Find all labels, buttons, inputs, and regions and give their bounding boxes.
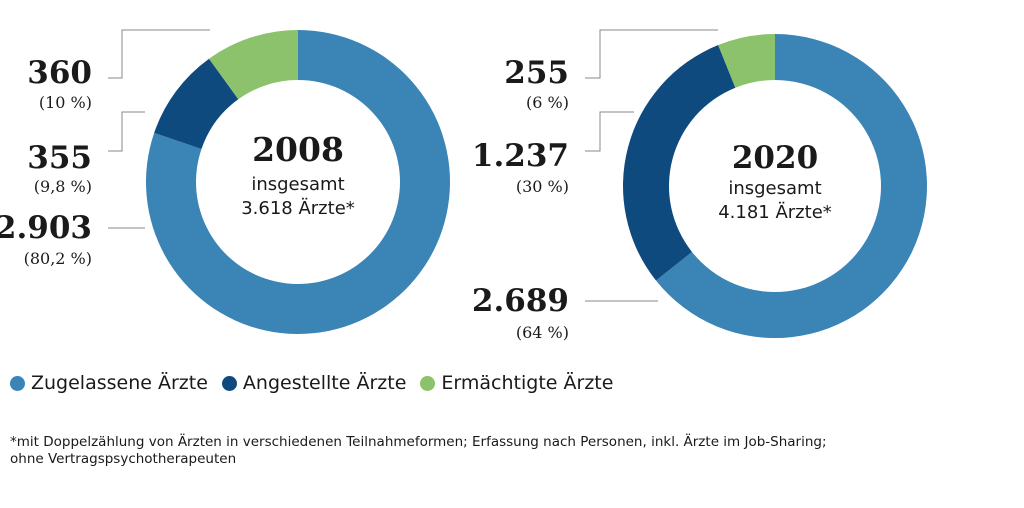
value-label-2008-ermaechtigte: 360: [27, 55, 92, 91]
footnote-line-2: ohne Vertragspsychotherapeuten: [10, 451, 237, 467]
pct-label-2008-angestellte: (9,8 %): [34, 177, 92, 196]
donut-2008-subtitle: insgesamt: [251, 174, 344, 195]
legend-dot-ermaechtigte: [420, 375, 436, 391]
donut-2020-year: 2020: [732, 140, 818, 176]
legend-label-angestellte: Angestellte Ärzte: [242, 372, 407, 394]
donut-segment-2008-ermaechtigte: [209, 30, 298, 100]
donut-charts: 2008 insgesamt 3.618 Ärzte* 360 (10 %) 3…: [0, 29, 927, 342]
pct-label-2008-zugelassene: (80,2 %): [24, 249, 92, 268]
footnote: *mit Doppelzählung von Ärzten in verschi…: [10, 434, 1014, 468]
legend-dot-zugelassene: [10, 375, 25, 391]
legend-label-zugelassene: Zugelassene Ärzte: [31, 372, 208, 394]
legend-item-angestellte: Angestellte Ärzte: [221, 372, 407, 394]
value-label-2020-zugelassene: 2.689: [472, 283, 569, 319]
donut-2020: 2020 insgesamt 4.181 Ärzte* 255 (6 %) 1.…: [472, 29, 927, 342]
value-label-2020-angestellte: 1.237: [472, 138, 569, 174]
donut-2008-year: 2008: [252, 130, 344, 169]
legend-item-zugelassene: Zugelassene Ärzte: [10, 372, 208, 394]
donut-2008-total: 3.618 Ärzte*: [241, 198, 355, 219]
donut-2008-segments: [146, 30, 451, 334]
donut-segment-2008-angestellte: [154, 58, 239, 150]
leader-line-2008-ermaechtigte: [108, 29, 210, 79]
value-label-2020-ermaechtigte: 255: [504, 55, 569, 91]
footnote-line-1: *mit Doppelzählung von Ärzten in verschi…: [10, 434, 827, 450]
pct-label-2020-zugelassene: (64 %): [516, 323, 569, 342]
leader-line-2020-ermaechtigte: [585, 29, 718, 79]
leader-line-2008-angestellte: [108, 111, 145, 152]
donut-segment-2020-zugelassene: [655, 34, 927, 338]
donut-segment-2020-angestellte: [623, 45, 736, 281]
donut-2020-total: 4.181 Ärzte*: [718, 202, 832, 223]
legend-item-ermaechtigte: Ermächtigte Ärzte: [420, 372, 613, 394]
pct-label-2020-ermaechtigte: (6 %): [526, 93, 569, 112]
legend-label-ermaechtigte: Ermächtigte Ärzte: [441, 372, 614, 394]
value-label-2008-zugelassene: 2.903: [0, 210, 92, 246]
leader-line-2020-angestellte: [585, 111, 634, 152]
donut-segment-2020-ermaechtigte: [718, 34, 775, 88]
pct-label-2008-ermaechtigte: (10 %): [39, 93, 92, 112]
donut-segment-2008-zugelassene: [146, 30, 451, 334]
pct-label-2020-angestellte: (30 %): [516, 177, 569, 196]
legend: Zugelassene Ärzte Angestellte Ärzte Ermä…: [10, 372, 627, 394]
value-label-2008-angestellte: 355: [27, 140, 92, 176]
donut-2020-segments: [623, 34, 927, 338]
donut-2020-subtitle: insgesamt: [728, 178, 821, 199]
donut-2008: 2008 insgesamt 3.618 Ärzte* 360 (10 %) 3…: [0, 29, 451, 334]
legend-dot-angestellte: [221, 375, 237, 391]
